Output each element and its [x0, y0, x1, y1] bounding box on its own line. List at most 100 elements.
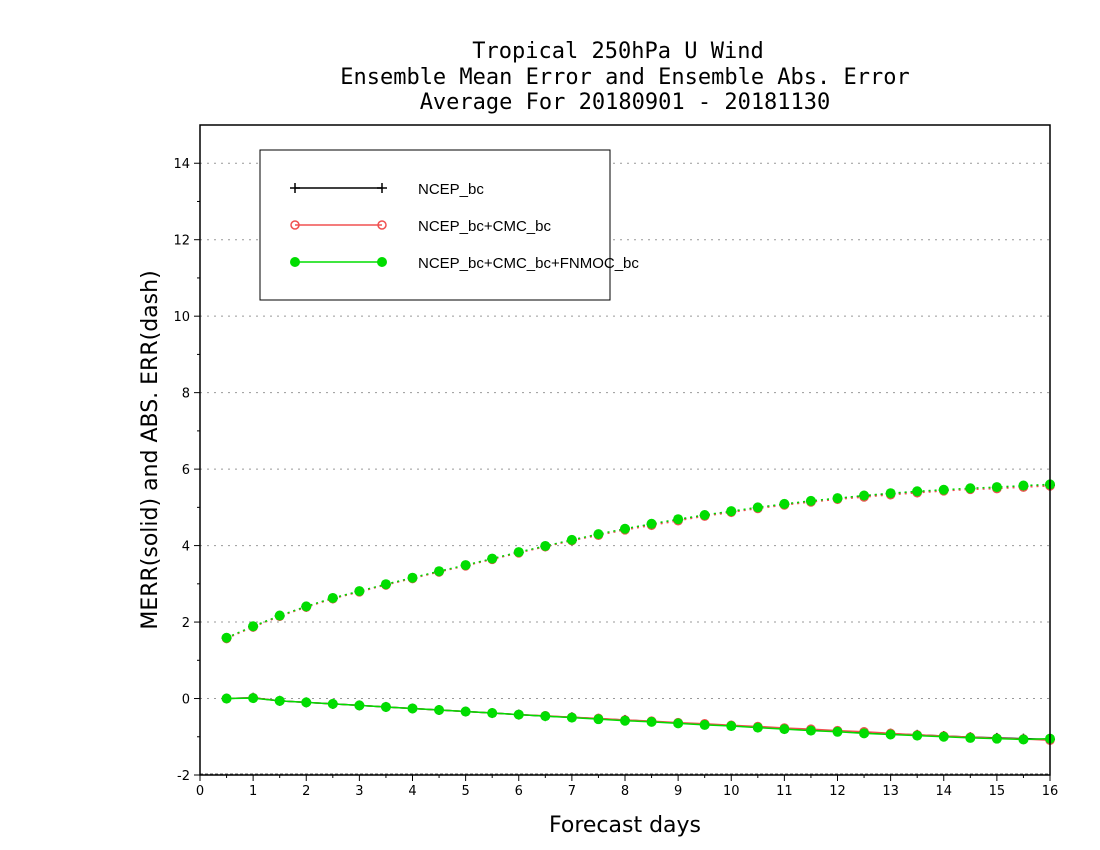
- y-tick-label: -2: [177, 769, 190, 784]
- mean-error-point: [779, 724, 790, 735]
- mean-error-point: [434, 705, 445, 715]
- abs-error-point: [434, 566, 445, 577]
- chart-title-line-1: Tropical 250hPa U Wind: [472, 39, 763, 64]
- series-layer: [221, 479, 1055, 745]
- x-tick-label: 8: [621, 784, 629, 799]
- x-tick-label: 1: [249, 784, 257, 799]
- abs-error-line: [226, 485, 1051, 640]
- abs-error-point: [327, 592, 338, 603]
- mean-error-point: [301, 697, 312, 708]
- legend-marker-right: [377, 257, 387, 267]
- chart-title-line-2: Ensemble Mean Error and Ensemble Abs. Er…: [340, 65, 910, 90]
- x-tick-label: 13: [882, 784, 899, 799]
- mean-error-point: [380, 701, 391, 712]
- x-tick-label: 11: [776, 784, 793, 799]
- mean-error-point: [248, 693, 259, 704]
- legend-marker-left: [290, 220, 300, 230]
- mean-error-point: [752, 722, 763, 733]
- abs-error-point: [832, 493, 843, 504]
- x-tick-label: 5: [461, 784, 469, 799]
- mean-error-point: [805, 725, 816, 736]
- chart-title-line-3: Average For 20180901 - 20181130: [420, 90, 831, 115]
- abs-error-point: [779, 498, 790, 509]
- x-tick-label: 15: [989, 784, 1006, 799]
- mean-error-point: [566, 712, 577, 723]
- legend-marker-left: [290, 183, 300, 193]
- abs-error-point: [1018, 480, 1029, 491]
- mean-error-point: [487, 708, 498, 719]
- x-tick-label: 12: [829, 784, 846, 799]
- abs-error-point: [354, 586, 365, 597]
- abs-error-point: [805, 495, 816, 506]
- x-tick-label: 16: [1042, 784, 1059, 799]
- abs-error-point: [646, 518, 657, 529]
- mean-error-point: [991, 733, 1002, 744]
- legend-label: NCEP_bc: [418, 181, 484, 198]
- mean-error-point: [327, 698, 338, 709]
- legend-entry-0: NCEP_bc: [290, 181, 484, 198]
- y-tick-label: 2: [182, 616, 190, 631]
- abs-error-point: [407, 572, 418, 583]
- y-tick-label: 6: [182, 463, 190, 478]
- mean-error-point: [965, 732, 976, 743]
- abs-error-point: [540, 540, 551, 551]
- x-tick-label: 10: [723, 784, 740, 799]
- x-tick-label: 9: [674, 784, 682, 799]
- x-tick-label: 14: [935, 784, 952, 799]
- x-tick-label: 7: [568, 784, 576, 799]
- mean-error-point: [354, 700, 365, 711]
- mean-error-point: [832, 726, 843, 737]
- legend-marker-right: [377, 220, 387, 230]
- mean-error-point: [540, 711, 551, 722]
- mean-error-point: [885, 729, 896, 740]
- abs-error-point: [726, 506, 737, 517]
- mean-error-point: [274, 695, 285, 706]
- x-tick-label: 2: [302, 784, 310, 799]
- mean-error-point: [912, 730, 923, 741]
- legend-label: NCEP_bc+CMC_bc: [418, 218, 551, 235]
- legend-label: NCEP_bc+CMC_bc+FNMOC_bc: [418, 255, 639, 272]
- mean-error-point: [673, 718, 684, 729]
- series-2: [221, 479, 1055, 745]
- abs-error-point: [699, 510, 710, 520]
- abs-error-point: [274, 610, 285, 621]
- abs-error-point: [991, 482, 1002, 493]
- legend: NCEP_bc NCEP_bc+CMC_bc NCEP_bc+CMC_bc+FNMO…: [259, 149, 639, 301]
- mean-error-point: [407, 703, 418, 714]
- abs-error-point: [380, 579, 391, 590]
- mean-error-point: [620, 715, 630, 726]
- y-tick-label: 12: [173, 234, 190, 249]
- x-tick-label: 6: [515, 784, 523, 799]
- y-tick-label: 10: [173, 310, 190, 325]
- mean-error-point: [726, 721, 737, 732]
- legend-entry-1: NCEP_bc+CMC_bc: [290, 218, 551, 235]
- abs-error-point: [620, 523, 630, 534]
- mean-error-line: [226, 697, 1051, 741]
- mean-error-point: [513, 709, 524, 720]
- abs-error-line: [226, 484, 1051, 639]
- mean-error-point: [221, 693, 232, 704]
- abs-error-point: [752, 502, 763, 513]
- y-tick-label: 4: [182, 540, 190, 555]
- abs-error-point: [513, 547, 524, 558]
- mean-error-point: [859, 728, 870, 739]
- x-tick-label: 3: [355, 784, 363, 799]
- abs-error-point: [487, 553, 498, 564]
- legend-entry-2: NCEP_bc+CMC_bc+FNMOC_bc: [290, 255, 639, 272]
- abs-error-point: [673, 514, 684, 525]
- x-tick-label: 0: [196, 784, 204, 799]
- abs-error-point: [912, 486, 923, 497]
- abs-error-point: [460, 560, 471, 571]
- abs-error-point: [301, 601, 312, 612]
- x-tick-label: 4: [408, 784, 416, 799]
- abs-error-point: [938, 484, 949, 495]
- mean-error-point: [938, 731, 949, 742]
- legend-marker-right: [377, 183, 387, 193]
- mean-error-point: [699, 719, 710, 730]
- abs-error-point: [221, 632, 232, 643]
- mean-error-point: [593, 714, 604, 725]
- abs-error-point: [248, 621, 259, 632]
- mean-error-point: [1018, 734, 1029, 745]
